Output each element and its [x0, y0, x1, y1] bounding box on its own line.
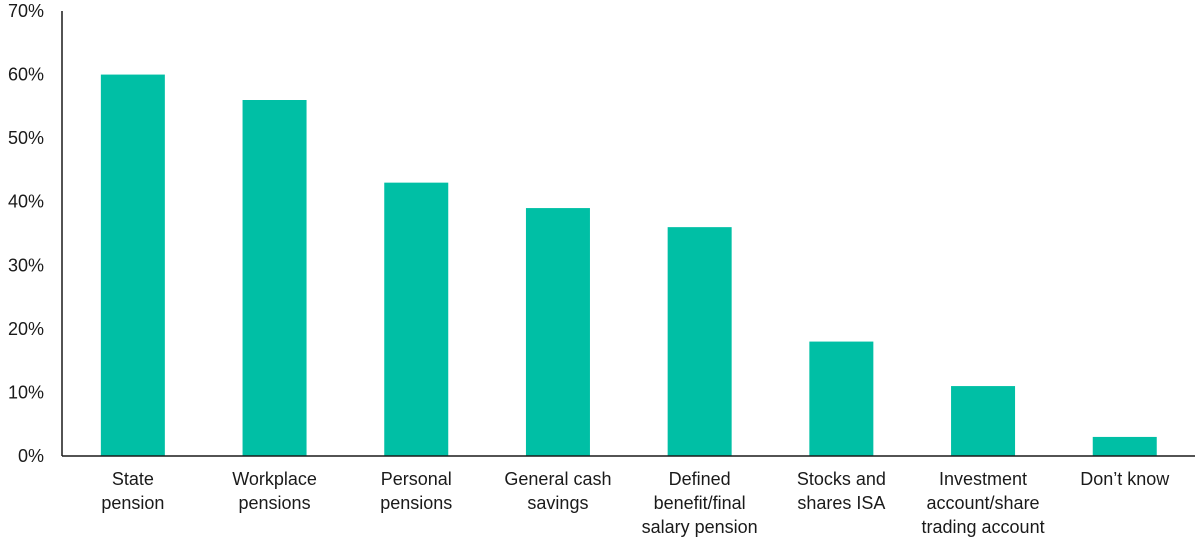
bar — [100, 74, 165, 457]
x-category-label: Defined benefit/final salary pension — [642, 469, 758, 537]
bars — [100, 74, 1157, 457]
x-category-label-line: Stocks and — [797, 469, 886, 489]
x-category-label-line: pensions — [239, 493, 311, 513]
y-tick-label: 0% — [18, 446, 44, 466]
y-tick-label: 10% — [8, 382, 44, 402]
x-category-label-line: Defined — [669, 469, 731, 489]
bar — [1092, 436, 1157, 456]
y-tick-label: 50% — [8, 128, 44, 148]
bar — [525, 208, 590, 456]
x-category-label-line: Investment — [939, 469, 1027, 489]
x-category-label-line: shares ISA — [797, 493, 885, 513]
x-category-label: Investment account/share trading account — [922, 469, 1045, 537]
x-category-label-line: Workplace — [232, 469, 317, 489]
bar — [951, 386, 1016, 456]
x-category-label-line: State — [112, 469, 154, 489]
x-category-label: Workplace pensions — [232, 469, 317, 513]
x-category-label-line: trading account — [922, 517, 1045, 537]
bar — [384, 182, 449, 456]
y-tick-label: 60% — [8, 65, 44, 85]
x-category-label: State pension — [101, 469, 164, 513]
x-category-label: Personal pensions — [380, 469, 452, 513]
x-axis-labels: State pension Workplace pensions Personal pen… — [101, 469, 1170, 537]
x-category-label: Stocks and shares ISA — [797, 469, 886, 513]
x-category-label-line: Don’t know — [1080, 469, 1170, 489]
x-category-label-line: salary pension — [642, 517, 758, 537]
x-category-label-line: savings — [527, 493, 588, 513]
y-axis-ticks: 0% 10% 20% 30% 40% 50% 60% 70% — [8, 1, 44, 466]
x-category-label: General cash savings — [504, 469, 611, 513]
x-category-label-line: Personal — [381, 469, 452, 489]
x-category-label: Don’t know — [1080, 469, 1170, 489]
y-tick-label: 30% — [8, 255, 44, 275]
y-tick-label: 70% — [8, 1, 44, 21]
x-category-label-line: benefit/final — [654, 493, 746, 513]
x-category-label-line: account/share — [927, 493, 1040, 513]
x-category-label-line: pension — [101, 493, 164, 513]
bar — [242, 100, 307, 456]
y-tick-label: 40% — [8, 192, 44, 212]
bar — [667, 227, 732, 456]
bar — [809, 341, 874, 456]
x-category-label-line: pensions — [380, 493, 452, 513]
x-category-label-line: General cash — [504, 469, 611, 489]
y-tick-label: 20% — [8, 319, 44, 339]
